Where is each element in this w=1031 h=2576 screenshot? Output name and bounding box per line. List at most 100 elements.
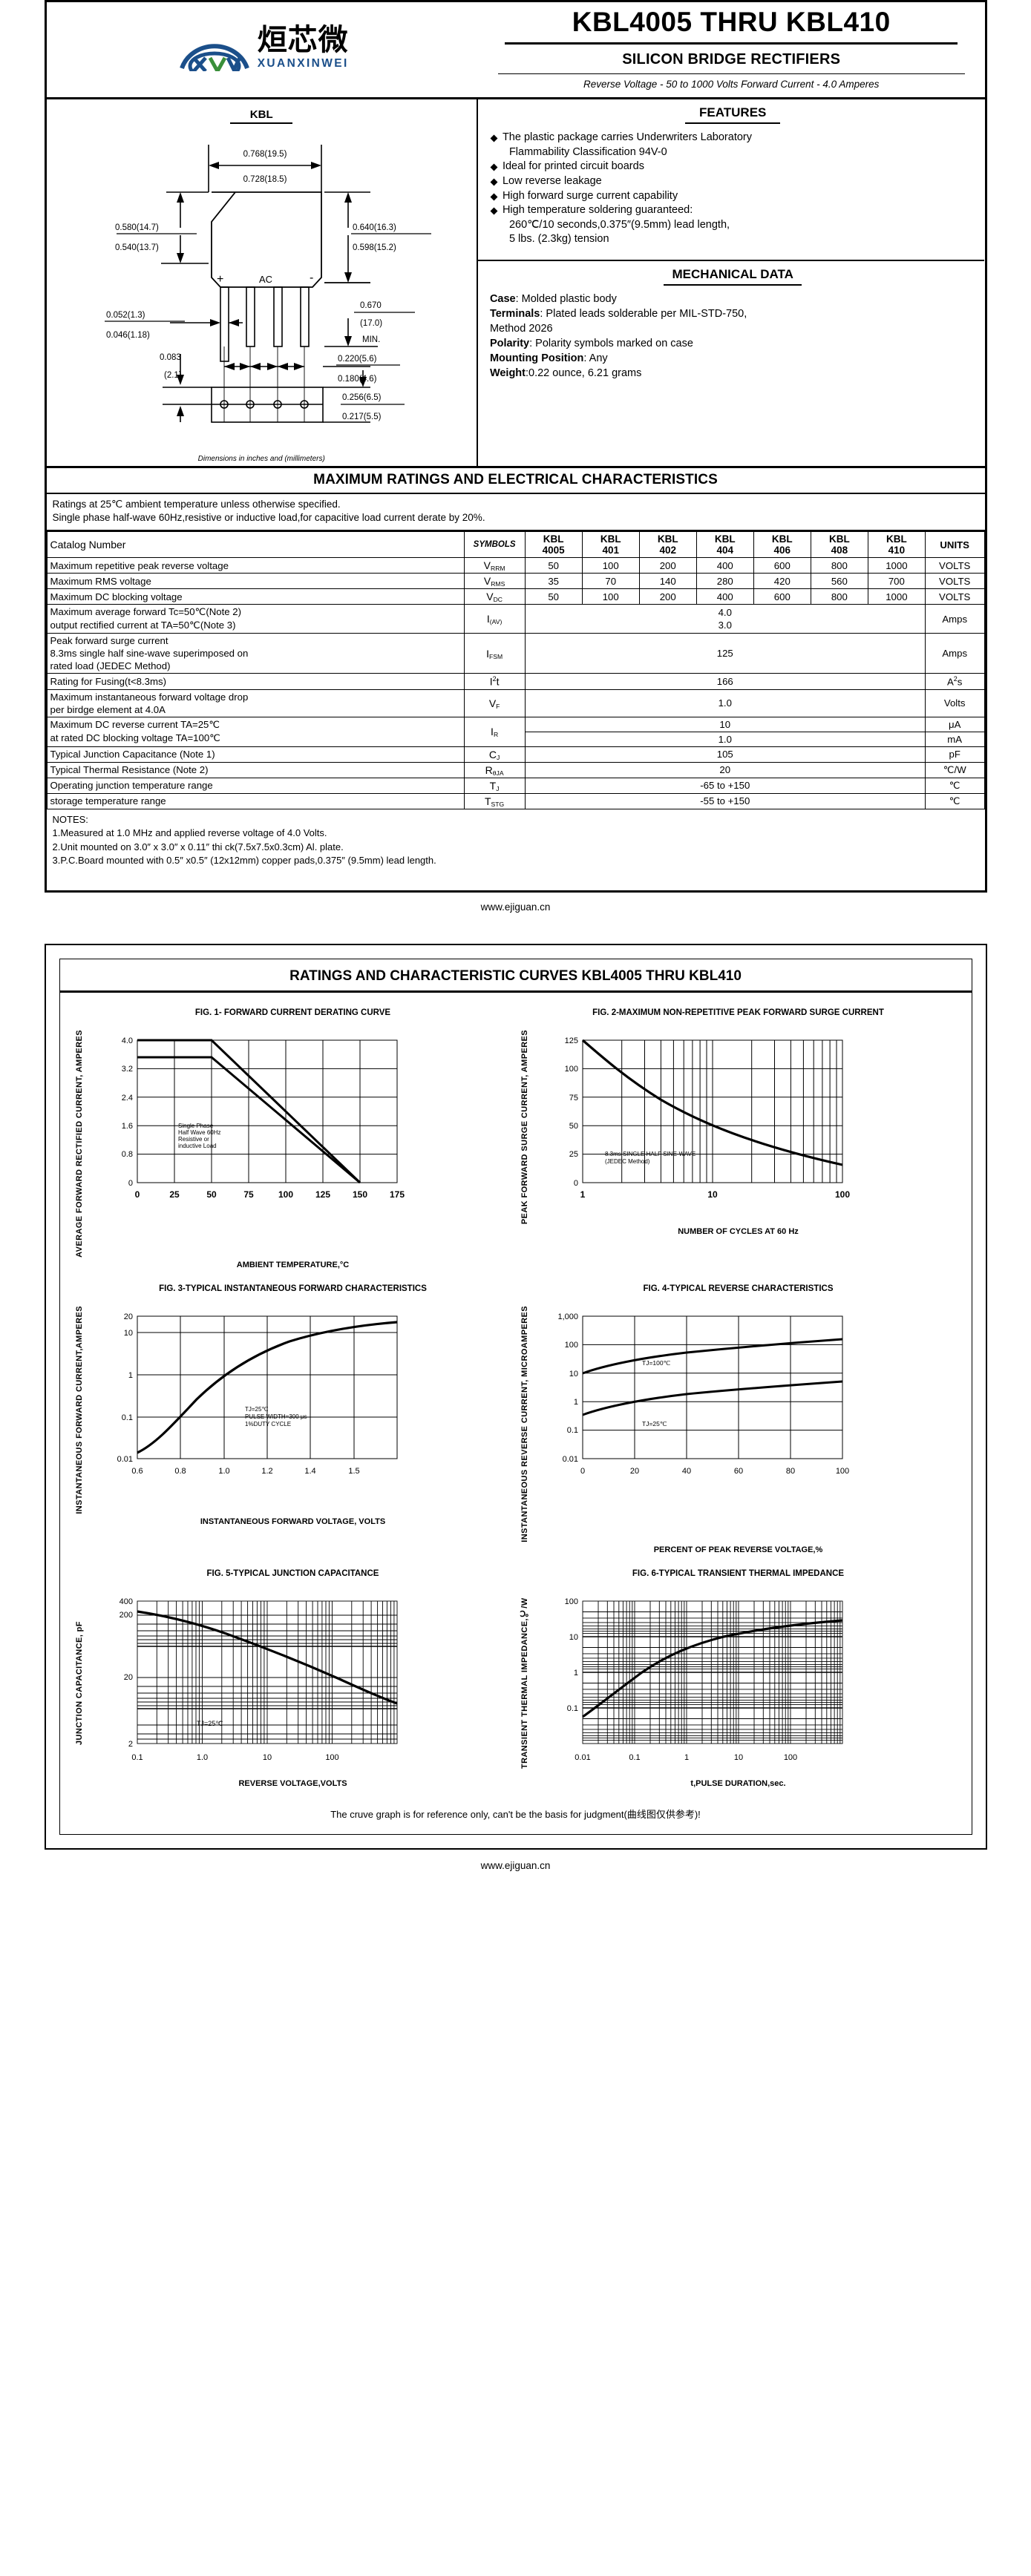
fig4-ytick-10: 10 [569, 1370, 578, 1379]
table-row: Operating junction temperature range TJ … [46, 777, 985, 794]
row-value: 600 [753, 557, 811, 574]
feature-item: High forward surge current capability [490, 189, 976, 203]
figure-6: FIG. 6-TYPICAL TRANSIENT THERMAL IMPEDAN… [516, 1565, 961, 1796]
fig3-xtick-14: 1.4 [304, 1467, 315, 1476]
svg-text:PULSE WIDTH=300 μs: PULSE WIDTH=300 μs [245, 1413, 307, 1420]
svg-text:(JEDEC Method): (JEDEC Method) [605, 1158, 650, 1165]
feature-item: Ideal for printed circuit boards [490, 160, 976, 174]
fig4-title: FIG. 4-TYPICAL REVERSE CHARACTERISTICS [643, 1284, 834, 1293]
row-unit: ℃ [924, 792, 985, 809]
features-title: FEATURES [699, 105, 767, 119]
dim-thick: 0.083 [160, 353, 181, 362]
fig2-xtick-100: 100 [835, 1189, 850, 1200]
dim-right-min: 0.598(15.2) [353, 243, 396, 252]
curves-container: RATINGS AND CHARACTERISTIC CURVES KBL400… [59, 958, 972, 1835]
fig3-ytick-20: 20 [124, 1312, 133, 1321]
row-symbol: VRRM [463, 557, 526, 574]
fig3-ytick-10: 10 [124, 1329, 133, 1338]
fig5-xlabel: REVERSE VOLTAGE,VOLTS [238, 1778, 347, 1788]
row-unit: Volts [924, 689, 985, 717]
fig2-title: FIG. 2-MAXIMUM NON-REPETITIVE PEAK FORWA… [592, 1008, 884, 1017]
svg-text:inductive Load: inductive Load [178, 1143, 217, 1149]
svg-text:Half Wave 60Hz: Half Wave 60Hz [178, 1129, 221, 1136]
th-catalog: Catalog Number [46, 531, 465, 559]
row-symbol: CJ [463, 746, 526, 763]
fig2-plot: 125 100 75 50 25 0 1 10 100 [531, 1030, 958, 1224]
fig6-ylabel: TRANSIENT THERMAL IMPEDANCE,℃/W [520, 1597, 529, 1770]
spec-summary: Reverse Voltage - 50 to 1000 Volts Forwa… [583, 78, 880, 90]
fig6-xlabel: t,PULSE DURATION,sec. [690, 1778, 786, 1788]
fig4-ytick-1000: 1,000 [558, 1312, 579, 1321]
fig2-ytick-100: 100 [565, 1065, 578, 1074]
fig2-ylabel: PEAK FORWARD SURGE CURRENT, AMPERES [520, 1029, 529, 1224]
table-header-row: Catalog Number SYMBOLS KBL 4005 KBL 401 KB… [46, 531, 985, 559]
th-part-5: KBL 408 [810, 531, 868, 559]
figure-2: FIG. 2-MAXIMUM NON-REPETITIVE PEAK FORWA… [516, 1005, 961, 1278]
footer-website-1: www.ejiguan.cn [480, 901, 551, 913]
fig1-xtick-150: 150 [353, 1189, 367, 1200]
row-value: 100 [581, 557, 640, 574]
fig3-series [137, 1321, 398, 1454]
feature-item-cont: 260℃/10 seconds,0.375″(9.5mm) lead lengt… [508, 218, 730, 231]
fig3-xtick-15: 1.5 [348, 1467, 359, 1476]
dim-lead-w-min: 0.046(1.18) [106, 331, 150, 340]
fig5-ytick-20: 20 [124, 1673, 133, 1682]
mechanical-underline [664, 283, 802, 286]
fig6-xtick-100: 100 [784, 1753, 797, 1762]
fig5-ytick-2: 2 [128, 1740, 133, 1749]
row-unit: A2s [924, 673, 985, 690]
row-unit: pF [924, 746, 985, 763]
dim-right-max: 0.640(16.3) [353, 223, 396, 232]
row-unit-ir: μA mA [924, 716, 985, 747]
row-unit: VOLTS [924, 588, 985, 605]
brand-name-pinyin: XUANXINWEI [257, 57, 349, 70]
row-value: 1.0 [524, 689, 926, 717]
table-row: Typical Thermal Resistance (Note 2) RθJA… [46, 761, 985, 778]
dim-lead-len-min: MIN. [362, 335, 380, 344]
row-value: 600 [753, 588, 811, 605]
table-row: Maximum RMS voltage VRMS 35 70 140 280 4… [46, 573, 985, 590]
dim-pitch-max: 0.220(5.6) [338, 355, 377, 364]
row-desc: Maximum repetitive peak reverse voltage [46, 557, 465, 574]
row-value: 1000 [867, 588, 926, 605]
svg-text:TJ=25℃: TJ=25℃ [245, 1406, 268, 1413]
curves-title-rule [59, 990, 972, 993]
row-value: 420 [753, 573, 811, 590]
fig1-xtick-0: 0 [135, 1189, 140, 1200]
features-mechanical-panel: FEATURES The plastic package carries Und… [477, 99, 985, 466]
svg-text:1%DUTY CYCLE: 1%DUTY CYCLE [245, 1421, 291, 1427]
fig6-title: FIG. 6-TYPICAL TRANSIENT THERMAL IMPEDAN… [632, 1568, 845, 1578]
polarity-minus: - [310, 272, 313, 284]
dim-width-max: 0.768(19.5) [243, 150, 287, 159]
fig1-xtick-175: 175 [390, 1189, 405, 1200]
mech-row: Weight:0.22 ounce, 6.21 grams [490, 367, 976, 381]
fig2-ytick-25: 25 [569, 1150, 578, 1159]
fig3-ytick-1: 1 [128, 1371, 133, 1380]
fig2-series [582, 1039, 843, 1166]
curves-grid: FIG. 1- FORWARD CURRENT DERATING CURVE A… [60, 1000, 972, 1796]
row-value: 140 [638, 573, 697, 590]
row-unit: ℃/W [924, 761, 985, 778]
preamble-line-1: Ratings at 25℃ ambient temperature unles… [52, 498, 341, 510]
fig5-xtick-01: 0.1 [131, 1753, 143, 1762]
feature-item: High temperature soldering guaranteed: [490, 203, 976, 217]
row-value: 800 [810, 588, 868, 605]
fig5-xtick-10b: 10 [263, 1753, 272, 1762]
row-symbol: I(AV) [463, 604, 526, 634]
row-value: 800 [810, 557, 868, 574]
fig3-ytick-001: 0.01 [117, 1455, 133, 1464]
svg-text:Single Phase: Single Phase [178, 1123, 214, 1129]
features-block: FEATURES The plastic package carries Und… [477, 99, 985, 261]
xxw-logo-icon [176, 25, 253, 71]
mech-row: Polarity: Polarity symbols marked on cas… [490, 337, 976, 351]
fig1-ytick-08: 0.8 [122, 1150, 133, 1159]
mech-value: Method 2026 [489, 323, 553, 335]
fig2-ytick-75: 75 [569, 1094, 578, 1103]
ir-line-1: Maximum DC reverse current TA=25℃ [50, 719, 220, 731]
fig3-xlabel-text: INSTANTANEOUS FORWARD VOLTAGE, VOLTS [200, 1517, 386, 1526]
fig2-ytick-0: 0 [574, 1179, 578, 1188]
row-value: 700 [867, 573, 926, 590]
fig6-xtick-1: 1 [684, 1753, 689, 1762]
row-value: 400 [695, 557, 754, 574]
fig1-xtick-50: 50 [206, 1189, 217, 1200]
